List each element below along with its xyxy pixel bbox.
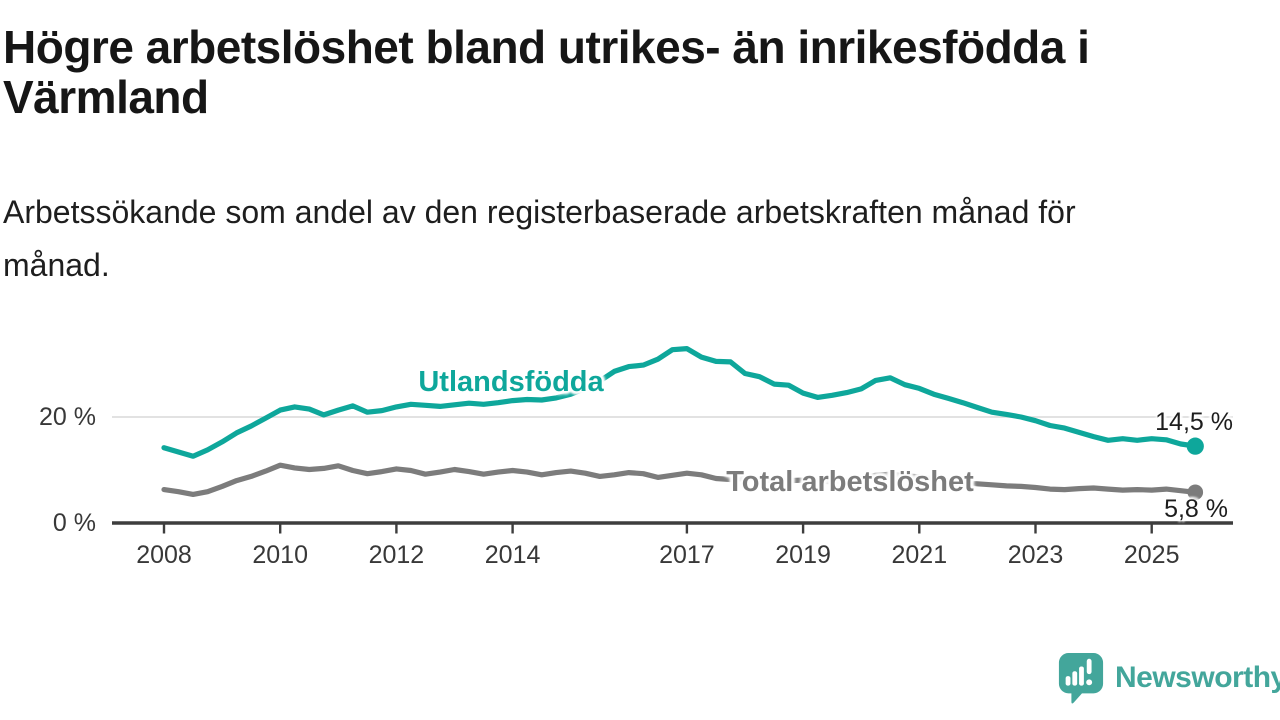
end-value-label-utlandsfodda: 14,5 % bbox=[1155, 408, 1233, 436]
y-tick-label: 0 % bbox=[52, 509, 96, 537]
x-tick-label: 2025 bbox=[1123, 541, 1180, 569]
newsworthy-logo: Newsworthy bbox=[1057, 650, 1280, 706]
page-subtitle: Arbetssökande som andel av den registerb… bbox=[3, 194, 1076, 283]
x-tick-label: 2012 bbox=[368, 541, 425, 569]
x-tick-label: 2017 bbox=[659, 541, 715, 569]
x-tick-label: 2008 bbox=[136, 541, 192, 569]
x-tick-label: 2010 bbox=[252, 541, 308, 569]
newsworthy-logo-icon bbox=[1058, 653, 1104, 704]
x-tick-label: 2023 bbox=[1007, 541, 1064, 569]
x-tick-label: 2014 bbox=[484, 541, 541, 569]
series-end-dot-total-arbetsloshet bbox=[1187, 484, 1204, 501]
chart-canvas bbox=[112, 346, 1233, 534]
series-end-dot-utlandsfodda bbox=[1186, 437, 1204, 455]
series-label-total-arbetsloshet: Total arbetslöshet bbox=[726, 466, 974, 498]
series-label-utlandsfodda: Utlandsfödda bbox=[418, 366, 604, 398]
x-tick-label: 2021 bbox=[891, 541, 948, 569]
newsworthy-logo-text: Newsworthy bbox=[1115, 661, 1280, 694]
end-value-label-total: 5,8 % bbox=[1164, 495, 1228, 523]
page-title: Högre arbetslöshet bland utrikes- än inr… bbox=[3, 21, 1090, 123]
y-tick-label: 20 % bbox=[39, 403, 96, 431]
series-line-utlandsfodda bbox=[161, 346, 1198, 459]
x-tick-label: 2019 bbox=[775, 541, 831, 569]
series-line-total-arbetsloshet bbox=[161, 462, 1198, 497]
